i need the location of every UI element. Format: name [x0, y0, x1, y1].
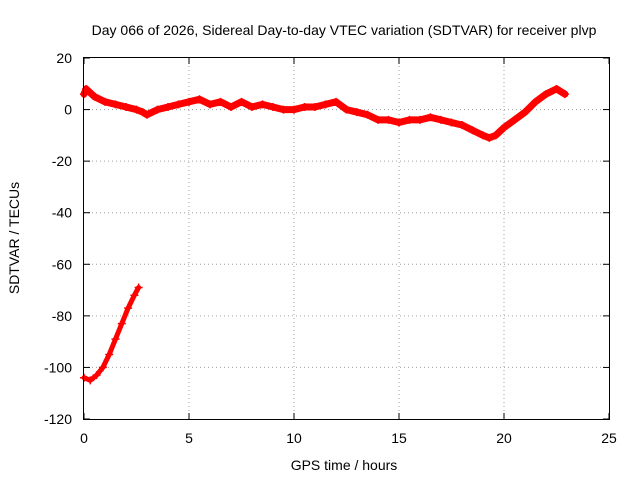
series-main-point [311, 102, 319, 111]
series-main-point [491, 131, 500, 140]
series-main-point [560, 90, 569, 99]
x-tick-label: 15 [391, 430, 407, 446]
series-early-point [111, 335, 120, 344]
x-tick-label: 0 [80, 430, 88, 446]
series-main-point [237, 97, 246, 106]
series-main-point [458, 121, 466, 130]
series-main-point [510, 115, 519, 124]
series-main-point [405, 115, 414, 124]
series-main-point [384, 115, 393, 124]
series-main-point [138, 108, 147, 117]
x-tick-label: 25 [601, 430, 617, 446]
series-main-point [227, 102, 235, 111]
y-tick-label: 0 [64, 102, 72, 118]
series-main-point [426, 113, 435, 122]
series-main-point [353, 108, 361, 117]
y-tick-label: -60 [52, 256, 72, 272]
series-main-point [195, 95, 204, 104]
series-main-point [279, 105, 288, 114]
series-main-point [122, 102, 130, 111]
series-main-point [395, 118, 403, 127]
series-main-point [374, 115, 382, 124]
series-main-point [174, 100, 183, 109]
y-tick-label: 20 [56, 50, 72, 66]
series-early-point [105, 350, 114, 359]
x-tick-label: 5 [185, 430, 193, 446]
series-early-point [130, 291, 139, 300]
series-main-point [153, 105, 162, 114]
series-main-point [90, 92, 99, 101]
series-main-point [531, 97, 540, 106]
series-main-point [332, 97, 340, 106]
chart-title: Day 066 of 2026, Sidereal Day-to-day VTE… [92, 22, 597, 38]
y-tick-labels: -120 -100 -80 -60 -40 -20 0 20 [44, 50, 72, 427]
series-main-point [468, 126, 477, 135]
series-main-point [447, 118, 456, 127]
series-main-point [342, 105, 351, 114]
series-main-line [80, 85, 569, 142]
series-early-point [86, 376, 95, 385]
series-main-point [111, 100, 120, 109]
series-main-point [185, 97, 193, 106]
series-main-point [290, 105, 298, 114]
series-main-point [258, 100, 267, 109]
series-main-point [542, 90, 550, 99]
series-layer [80, 84, 569, 385]
x-tick-label: 10 [286, 430, 302, 446]
series-main-point [363, 110, 372, 119]
series-main-point [437, 115, 445, 124]
series-main-point [552, 84, 561, 93]
series-main-point [485, 133, 494, 142]
series-main-point [521, 108, 529, 117]
x-tick-label: 20 [496, 430, 512, 446]
y-tick-label: -120 [44, 411, 72, 427]
series-main-point [206, 100, 214, 109]
series-early-point [134, 283, 143, 292]
series-early-point [124, 304, 133, 313]
series-main-point [132, 105, 141, 114]
series-main-point [101, 97, 109, 106]
series-main-point [164, 102, 172, 111]
plot-frame [83, 57, 610, 420]
x-axis-label: GPS time / hours [291, 457, 398, 473]
y-tick-label: -20 [52, 153, 72, 169]
series-early-point [98, 363, 107, 372]
series-main-point [321, 100, 330, 109]
series-main-point [479, 131, 487, 140]
y-tick-label: -80 [52, 308, 72, 324]
series-early-point [92, 371, 101, 380]
series-early-point [117, 319, 126, 328]
series-main-point [269, 102, 277, 111]
y-tick-label: -40 [52, 205, 72, 221]
series-main-point [143, 110, 151, 119]
grid-layer [84, 58, 609, 419]
tick-layer [83, 57, 610, 420]
y-tick-label: -100 [44, 359, 72, 375]
series-main-point [248, 102, 256, 111]
series-main-point [500, 123, 508, 132]
series-main-point [216, 97, 225, 106]
x-tick-labels: 0 5 10 15 20 25 [80, 430, 617, 446]
y-axis-label: SDTVAR / TECUs [6, 182, 22, 294]
series-main-point [416, 115, 424, 124]
series-early-line [81, 285, 142, 383]
series-main-point [300, 102, 309, 111]
